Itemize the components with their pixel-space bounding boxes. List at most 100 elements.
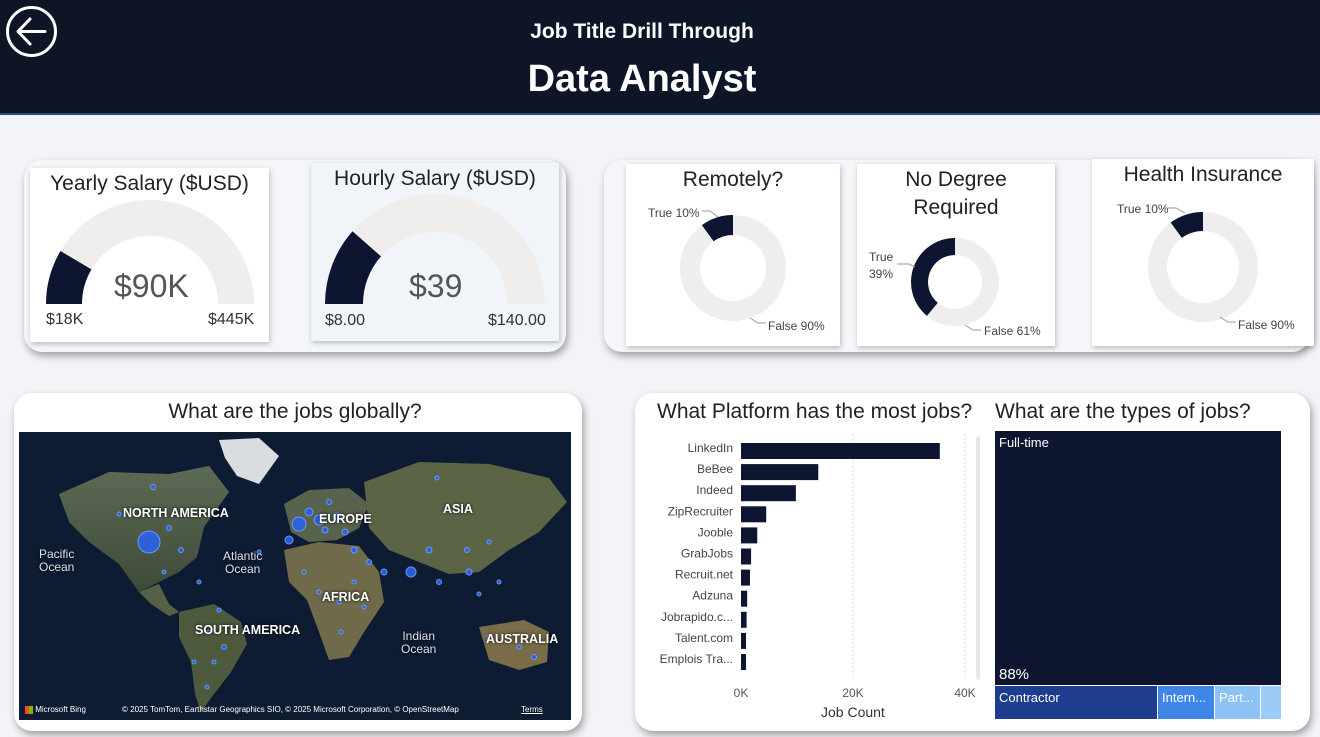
pacific-line2: Ocean xyxy=(39,560,75,574)
treemap-part-time[interactable]: Part... xyxy=(1215,686,1260,719)
health-false-label: False 90% xyxy=(1238,318,1295,332)
bar-2[interactable] xyxy=(741,485,796,502)
bar-category-label: Jobrapido.c... xyxy=(661,610,733,624)
no-degree-true-label: True xyxy=(869,250,894,264)
bar-category-label: Recruit.net xyxy=(675,568,734,582)
remote-false-label: False 90% xyxy=(768,319,825,333)
bar-category-label: LinkedIn xyxy=(688,441,733,455)
health-insurance-title: Health Insurance xyxy=(1123,163,1283,186)
map-terms-link[interactable]: Terms xyxy=(521,705,543,714)
bar-5[interactable] xyxy=(741,548,752,565)
bar-0[interactable] xyxy=(741,443,940,459)
bar-category-label: GrabJobs xyxy=(681,547,733,561)
bing-brand-text: Microsoft Bing xyxy=(35,705,86,714)
platform-chart-title: What Platform has the most jobs? xyxy=(657,400,973,423)
yearly-salary-card[interactable]: Yearly Salary ($USD) $90K $18K $445K xyxy=(30,168,269,342)
bar-category-label: Indeed xyxy=(696,483,733,497)
donut-false-slice[interactable] xyxy=(680,215,786,321)
bar-8[interactable] xyxy=(741,611,747,628)
health-insurance-card[interactable]: Health Insurance True 10% False 90% xyxy=(1092,159,1314,346)
bar-category-label: BeBee xyxy=(697,462,733,476)
header: Job Title Drill Through Data Analyst xyxy=(0,0,1320,115)
atlantic-line2: Ocean xyxy=(225,562,261,576)
remote-card[interactable]: Remotely? True 10% False 90% xyxy=(626,164,840,346)
yearly-salary-value: $90K xyxy=(114,268,189,304)
world-map[interactable]: NORTH AMERICA EUROPE ASIA AFRICA SOUTH A… xyxy=(19,432,571,720)
hourly-salary-max: $140.00 xyxy=(488,312,546,329)
bar-3[interactable] xyxy=(741,506,767,523)
atlantic-ocean-label: Atlantic Ocean xyxy=(223,550,262,576)
no-degree-title-line1: No Degree xyxy=(905,168,1007,191)
pacific-ocean-label: Pacific Ocean xyxy=(39,548,74,574)
map-label-south-america: SOUTH AMERICA xyxy=(195,623,301,637)
bar-category-label: Adzuna xyxy=(692,589,733,603)
donut-true-slice[interactable] xyxy=(911,238,955,316)
indian-ocean-label: Indian Ocean xyxy=(401,630,436,656)
remote-true-label: True 10% xyxy=(648,206,700,220)
hourly-salary-title: Hourly Salary ($USD) xyxy=(334,167,536,190)
map-land xyxy=(19,432,571,720)
health-true-label: True 10% xyxy=(1117,202,1169,216)
yearly-salary-title: Yearly Salary ($USD) xyxy=(50,172,249,195)
bar-10[interactable] xyxy=(741,654,747,670)
x-tick-label: 40K xyxy=(954,686,975,700)
hourly-salary-value: $39 xyxy=(409,268,463,304)
bar-category-label: ZipRecruiter xyxy=(668,504,733,518)
bar-category-label: Talent.com xyxy=(675,631,733,645)
back-button[interactable] xyxy=(6,6,57,57)
hourly-salary-card[interactable]: Hourly Salary ($USD) $39 $8.00 $140.00 xyxy=(311,163,559,341)
map-title: What are the jobs globally? xyxy=(168,400,422,423)
platform-bar-chart[interactable]: LinkedIn BeBee Indeed ZipRecruiter Jooble Gra… xyxy=(640,430,980,730)
x-tick-label: 20K xyxy=(842,686,863,700)
map-credit: © 2025 TomTom, Earthstar Geographics SIO… xyxy=(122,705,459,714)
map-label-europe: EUROPE xyxy=(319,512,372,526)
bar-category-label: Emplois Tra... xyxy=(660,652,733,666)
bar-6[interactable] xyxy=(741,569,750,586)
yearly-salary-gauge xyxy=(46,200,254,304)
map-label-africa: AFRICA xyxy=(322,590,370,604)
treemap-full-time-label: Full-time xyxy=(999,435,1049,450)
arrow-left-icon xyxy=(16,17,47,46)
x-tick-label: 0K xyxy=(734,686,749,700)
donut-true-slice[interactable] xyxy=(1170,212,1203,238)
no-degree-title-line2: Required xyxy=(913,196,999,219)
no-degree-donut xyxy=(897,238,999,331)
map-label-asia: ASIA xyxy=(443,502,473,516)
bar-category-label: Jooble xyxy=(698,525,734,539)
no-degree-false-label: False 61% xyxy=(984,324,1041,338)
treemap-full-time-pct: 88% xyxy=(999,666,1030,683)
treemap-internship[interactable]: Intern... xyxy=(1158,686,1214,719)
treemap-other[interactable] xyxy=(1261,686,1281,719)
no-degree-true-pct: 39% xyxy=(869,267,894,281)
map-label-north-america: NORTH AMERICA xyxy=(123,506,229,520)
bar-7[interactable] xyxy=(741,590,748,607)
bar-4[interactable] xyxy=(741,527,758,544)
indian-line2: Ocean xyxy=(401,642,437,656)
platform-x-axis-title: Job Count xyxy=(821,704,885,720)
donut-true-slice[interactable] xyxy=(701,215,733,242)
hourly-salary-min: $8.00 xyxy=(325,312,366,329)
yearly-salary-min: $18K xyxy=(46,311,84,328)
chart-scrollbar[interactable] xyxy=(976,436,980,680)
map-label-australia: AUSTRALIA xyxy=(486,632,559,646)
bar-1[interactable] xyxy=(741,464,819,481)
remote-title: Remotely? xyxy=(682,168,784,191)
treemap-full-time[interactable]: Full-time 88% xyxy=(995,431,1281,685)
bing-logo: Microsoft Bing xyxy=(25,705,86,714)
indian-line1: Indian xyxy=(402,629,436,643)
health-insurance-donut xyxy=(1148,207,1258,323)
donut-false-slice[interactable] xyxy=(1148,212,1258,322)
treemap-contractor[interactable]: Contractor xyxy=(995,686,1157,719)
donut-false-slice[interactable] xyxy=(926,238,999,326)
job-types-title: What are the types of jobs? xyxy=(995,400,1251,423)
microsoft-logo-icon xyxy=(25,705,33,714)
remote-donut xyxy=(680,210,786,324)
atlantic-line1: Atlantic xyxy=(223,549,263,563)
bar-9[interactable] xyxy=(741,632,747,649)
page-subtitle: Job Title Drill Through xyxy=(530,20,754,43)
no-degree-card[interactable]: No Degree Required True 39% False 61% xyxy=(857,164,1055,346)
page-title: Data Analyst xyxy=(527,58,757,100)
job-types-treemap[interactable]: Full-time 88% Contractor Intern... Part.… xyxy=(995,431,1281,719)
yearly-salary-max: $445K xyxy=(208,311,255,328)
pacific-line1: Pacific xyxy=(39,547,75,561)
